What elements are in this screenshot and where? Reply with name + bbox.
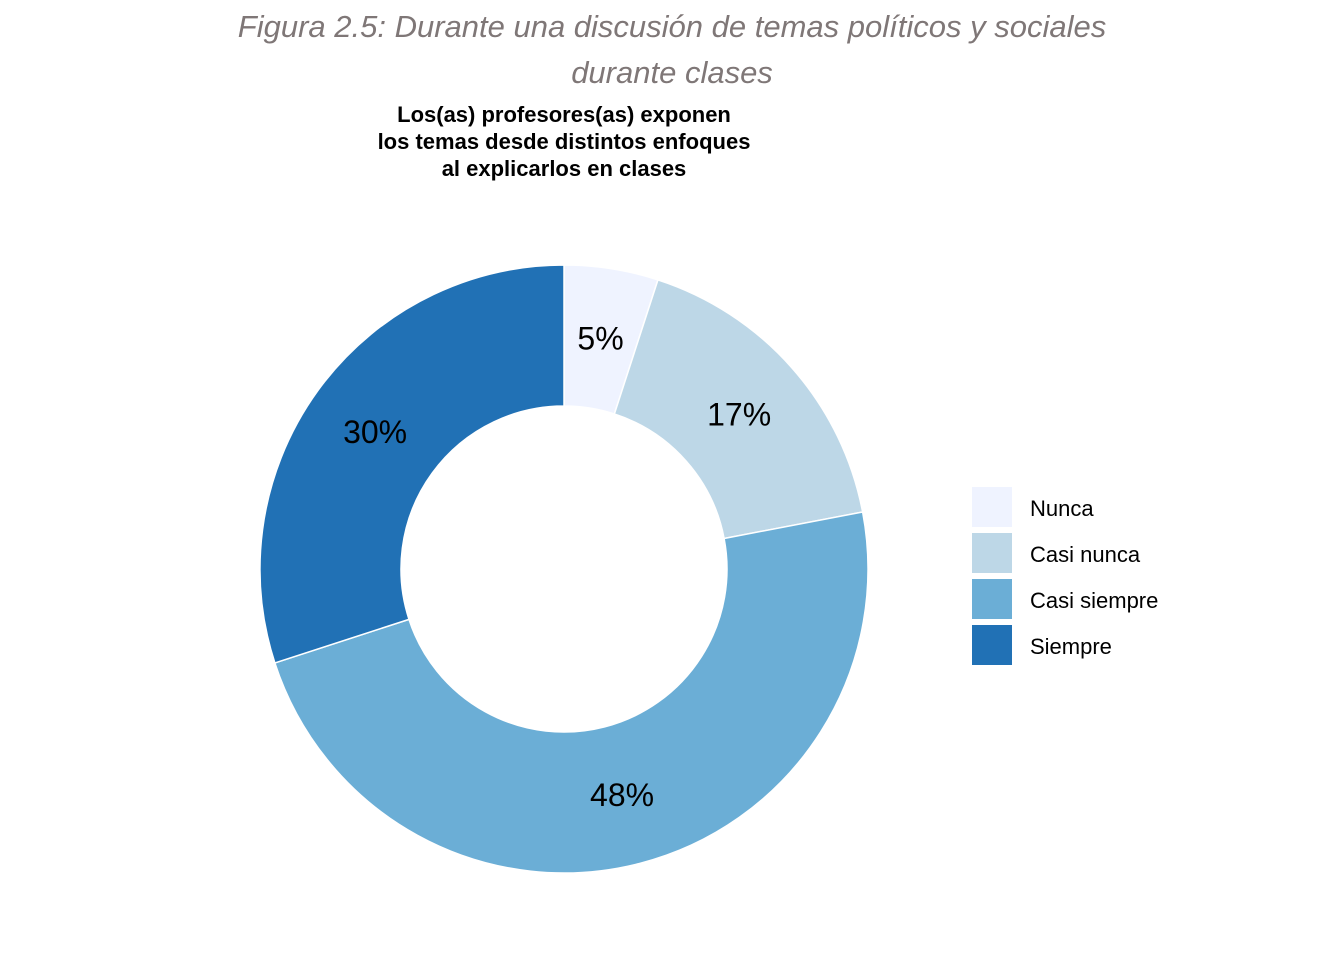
legend: Nunca Casi nunca Casi siempre Siempre bbox=[972, 487, 1158, 665]
slice-siempre bbox=[260, 265, 564, 663]
legend-swatch-casi-siempre bbox=[972, 579, 1012, 619]
chart-title-line-1: Los(as) profesores(as) exponen bbox=[397, 102, 731, 127]
legend-label-siempre: Siempre bbox=[1030, 634, 1112, 659]
legend-swatch-siempre bbox=[972, 625, 1012, 665]
slice-label-siempre: 30% bbox=[343, 414, 407, 450]
legend-label-casi-nunca: Casi nunca bbox=[1030, 542, 1141, 567]
legend-label-nunca: Nunca bbox=[1030, 496, 1094, 521]
chart-title-line-3: al explicarlos en clases bbox=[442, 156, 687, 181]
legend-label-casi-siempre: Casi siempre bbox=[1030, 588, 1158, 613]
donut-slices bbox=[260, 265, 868, 873]
slice-label-casi-nunca: 17% bbox=[707, 397, 771, 433]
legend-swatch-casi-nunca bbox=[972, 533, 1012, 573]
slice-label-nunca: 5% bbox=[577, 320, 623, 356]
chart-title-line-2: los temas desde distintos enfoques bbox=[378, 129, 751, 154]
legend-swatch-nunca bbox=[972, 487, 1012, 527]
slice-label-casi-siempre: 48% bbox=[590, 777, 654, 813]
